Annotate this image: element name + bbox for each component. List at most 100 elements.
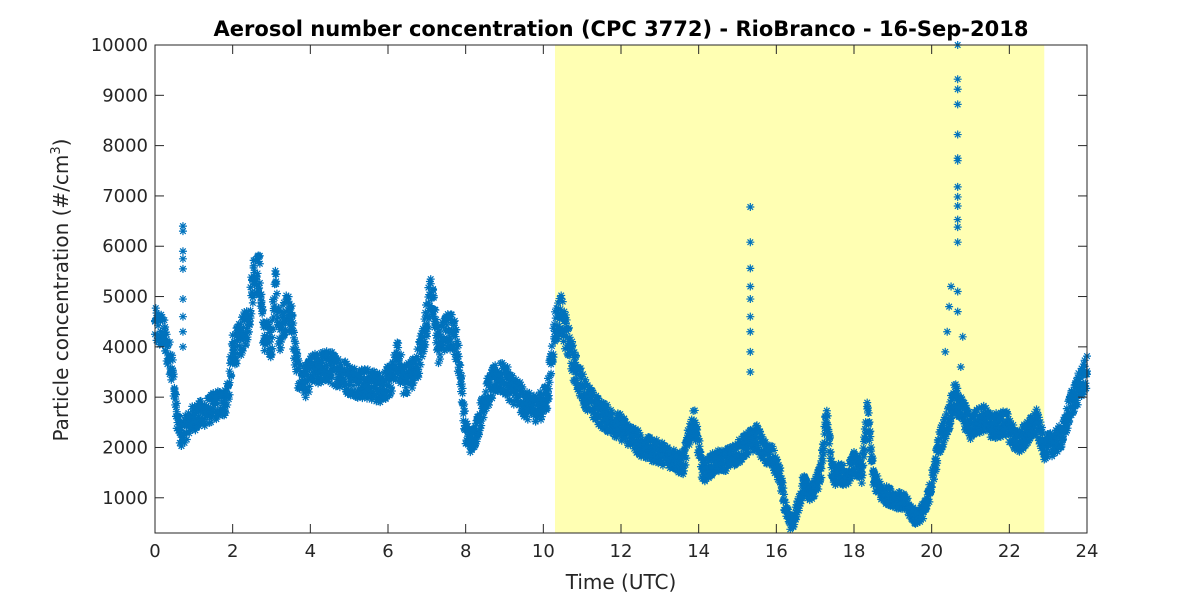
data-point [363, 394, 372, 403]
data-point [774, 460, 783, 469]
data-point [223, 400, 232, 409]
data-point [934, 436, 943, 445]
y-axis-label-superscript: 3 [49, 146, 64, 154]
data-point [581, 375, 590, 384]
data-point [941, 347, 950, 356]
data-point [263, 323, 272, 332]
data-point [163, 338, 172, 347]
data-point [785, 510, 794, 519]
data-point [425, 277, 434, 286]
x-tick-label: 24 [1076, 541, 1099, 562]
data-point [964, 423, 973, 432]
data-point [178, 247, 187, 256]
data-point [685, 440, 694, 449]
data-point [268, 333, 277, 342]
data-point [266, 353, 275, 362]
data-point [931, 467, 940, 476]
data-point [255, 284, 264, 293]
data-point [365, 377, 374, 386]
data-point [477, 417, 486, 426]
data-point [394, 343, 403, 352]
data-point [947, 396, 956, 405]
data-point [561, 310, 570, 319]
data-point [939, 438, 948, 447]
data-point [382, 381, 391, 390]
data-point [1003, 407, 1011, 416]
data-point [429, 284, 438, 293]
data-point [854, 466, 863, 475]
data-point [936, 447, 945, 456]
data-point [651, 450, 660, 459]
data-point [233, 337, 242, 346]
y-axis-label-close: ) [49, 139, 73, 147]
data-point [859, 448, 868, 457]
data-point [1034, 413, 1043, 422]
data-point [522, 393, 531, 402]
data-point [154, 336, 163, 345]
data-point [550, 307, 559, 316]
data-point [1052, 445, 1061, 454]
data-point [557, 327, 566, 336]
data-point [850, 448, 858, 457]
data-point [679, 461, 688, 470]
data-point [850, 465, 859, 474]
data-point [641, 438, 650, 447]
data-point [1058, 434, 1067, 443]
data-point [381, 394, 390, 403]
data-point [578, 370, 587, 379]
data-point [660, 441, 669, 450]
data-point [583, 406, 592, 415]
data-point [424, 298, 433, 307]
data-point [953, 201, 962, 210]
data-point [239, 323, 248, 332]
data-point [419, 347, 428, 356]
data-point [343, 361, 352, 370]
data-point [277, 335, 286, 344]
data-point [992, 409, 1001, 418]
data-point [503, 362, 512, 371]
y-axis-label: Particle concentration (#/cm3) [49, 139, 73, 442]
data-point [484, 400, 493, 409]
data-point [599, 399, 608, 408]
data-point [982, 403, 991, 412]
data-point [217, 391, 226, 400]
data-point [818, 446, 827, 455]
data-point [1032, 405, 1041, 414]
data-point [171, 390, 180, 399]
data-point [578, 372, 587, 381]
data-point [328, 379, 337, 388]
data-point [973, 415, 982, 424]
data-point [826, 447, 835, 456]
data-point [443, 321, 452, 330]
data-point [153, 330, 162, 339]
data-point [903, 494, 912, 503]
data-point [168, 366, 177, 375]
data-point [224, 381, 233, 390]
data-point [753, 441, 762, 450]
data-point [391, 375, 400, 384]
data-point [436, 355, 445, 364]
data-point [393, 350, 402, 359]
data-point [246, 314, 255, 323]
data-point [331, 352, 340, 361]
data-point [317, 378, 326, 387]
data-point [558, 330, 567, 339]
data-point [953, 182, 962, 191]
data-point [425, 314, 434, 323]
data-point [797, 482, 806, 491]
data-point [258, 305, 267, 314]
data-point [290, 328, 299, 337]
data-point [519, 397, 528, 406]
data-point [450, 316, 459, 325]
data-point [414, 365, 423, 374]
data-point [816, 460, 825, 469]
data-point [380, 380, 389, 389]
data-point [928, 466, 937, 475]
data-point [506, 371, 515, 380]
data-point [1046, 433, 1055, 442]
data-point [363, 365, 372, 374]
data-point [779, 484, 788, 493]
data-point [438, 318, 447, 327]
data-point [564, 323, 573, 332]
